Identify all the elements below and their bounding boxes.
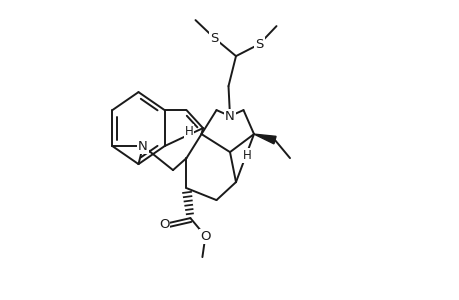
Text: H: H — [242, 148, 251, 162]
Text: H: H — [184, 124, 193, 138]
Text: N: N — [224, 110, 235, 123]
Text: O: O — [158, 218, 169, 231]
Text: S: S — [210, 32, 218, 45]
Text: N: N — [138, 140, 147, 153]
Text: S: S — [255, 38, 263, 51]
Text: O: O — [200, 230, 210, 243]
Polygon shape — [253, 134, 275, 144]
